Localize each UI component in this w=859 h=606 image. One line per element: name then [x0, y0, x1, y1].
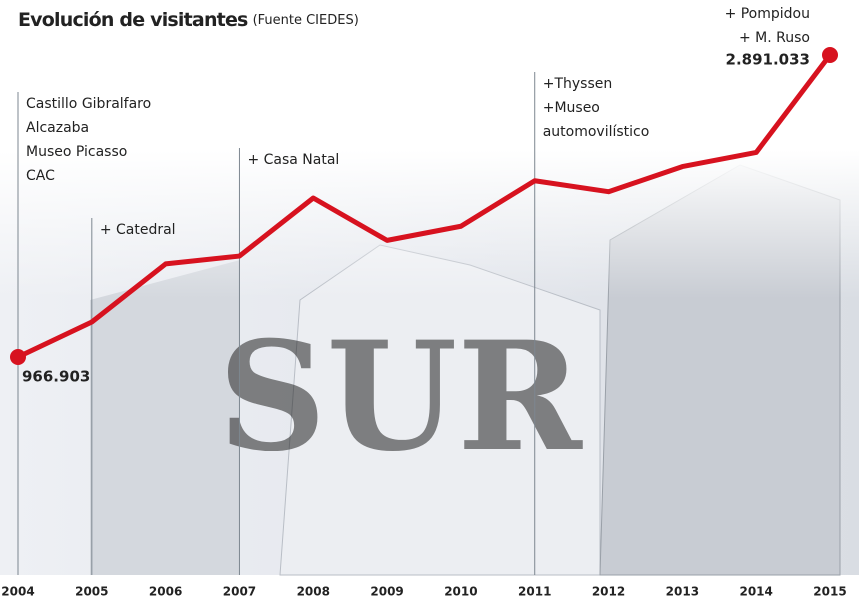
annotation: +Thyssen [543, 76, 613, 92]
value-label: 966.903 [22, 368, 90, 386]
end-point [10, 349, 26, 365]
annotation: Alcazaba [26, 120, 89, 136]
chart-title: Evolución de visitantes (Fuente CIEDES) [18, 9, 359, 31]
x-tick-label: 2012 [592, 585, 625, 599]
annotation: Castillo Gibralfaro [26, 96, 151, 112]
x-tick-label: 2008 [297, 585, 330, 599]
x-tick-label: 2004 [1, 585, 34, 599]
annotation: + Catedral [100, 222, 176, 238]
x-tick-label: 2011 [518, 585, 551, 599]
annotation: + Pompidou [725, 6, 810, 22]
value-label: 2.891.033 [726, 51, 810, 69]
annotation: automovilístico [543, 124, 650, 140]
subtitle: (Fuente CIEDES) [253, 13, 359, 28]
x-tick-label: 2009 [370, 585, 403, 599]
x-tick-label: 2007 [223, 585, 256, 599]
x-tick-label: 2015 [813, 585, 846, 599]
x-tick-label: 2005 [75, 585, 108, 599]
title: Evolución de visitantes [18, 9, 248, 31]
chart: SUR Evolución de visitantes (Fuente CIEDE… [0, 0, 859, 606]
x-tick-label: 2013 [666, 585, 699, 599]
annotation: +Museo [543, 100, 600, 116]
x-tick-label: 2014 [739, 585, 772, 599]
annotation: CAC [26, 168, 55, 184]
watermark: SUR [218, 309, 583, 485]
annotation: + M. Ruso [739, 30, 810, 46]
annotation: Museo Picasso [26, 144, 127, 160]
annotation: + Casa Natal [247, 152, 339, 168]
end-point [822, 47, 838, 63]
x-tick-label: 2010 [444, 585, 477, 599]
x-tick-label: 2006 [149, 585, 182, 599]
